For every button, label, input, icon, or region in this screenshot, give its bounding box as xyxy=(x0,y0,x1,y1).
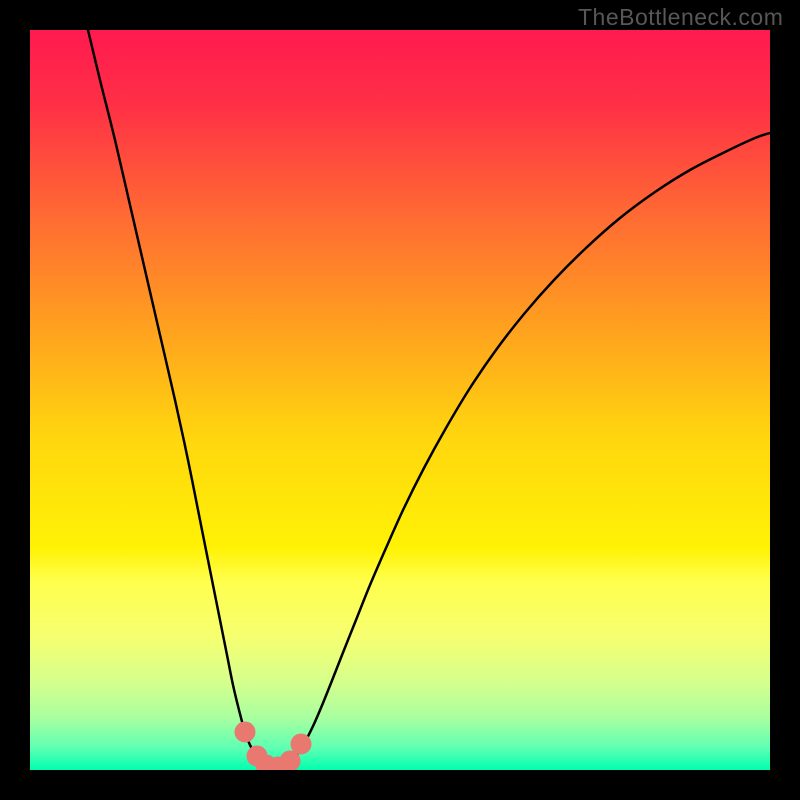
curve-marker xyxy=(291,734,311,754)
gradient-background xyxy=(30,30,770,770)
watermark-text: TheBottleneck.com xyxy=(578,4,783,31)
bottleneck-chart xyxy=(30,30,770,770)
curve-marker xyxy=(280,751,300,770)
curve-marker xyxy=(235,722,255,742)
chart-frame xyxy=(30,30,770,770)
